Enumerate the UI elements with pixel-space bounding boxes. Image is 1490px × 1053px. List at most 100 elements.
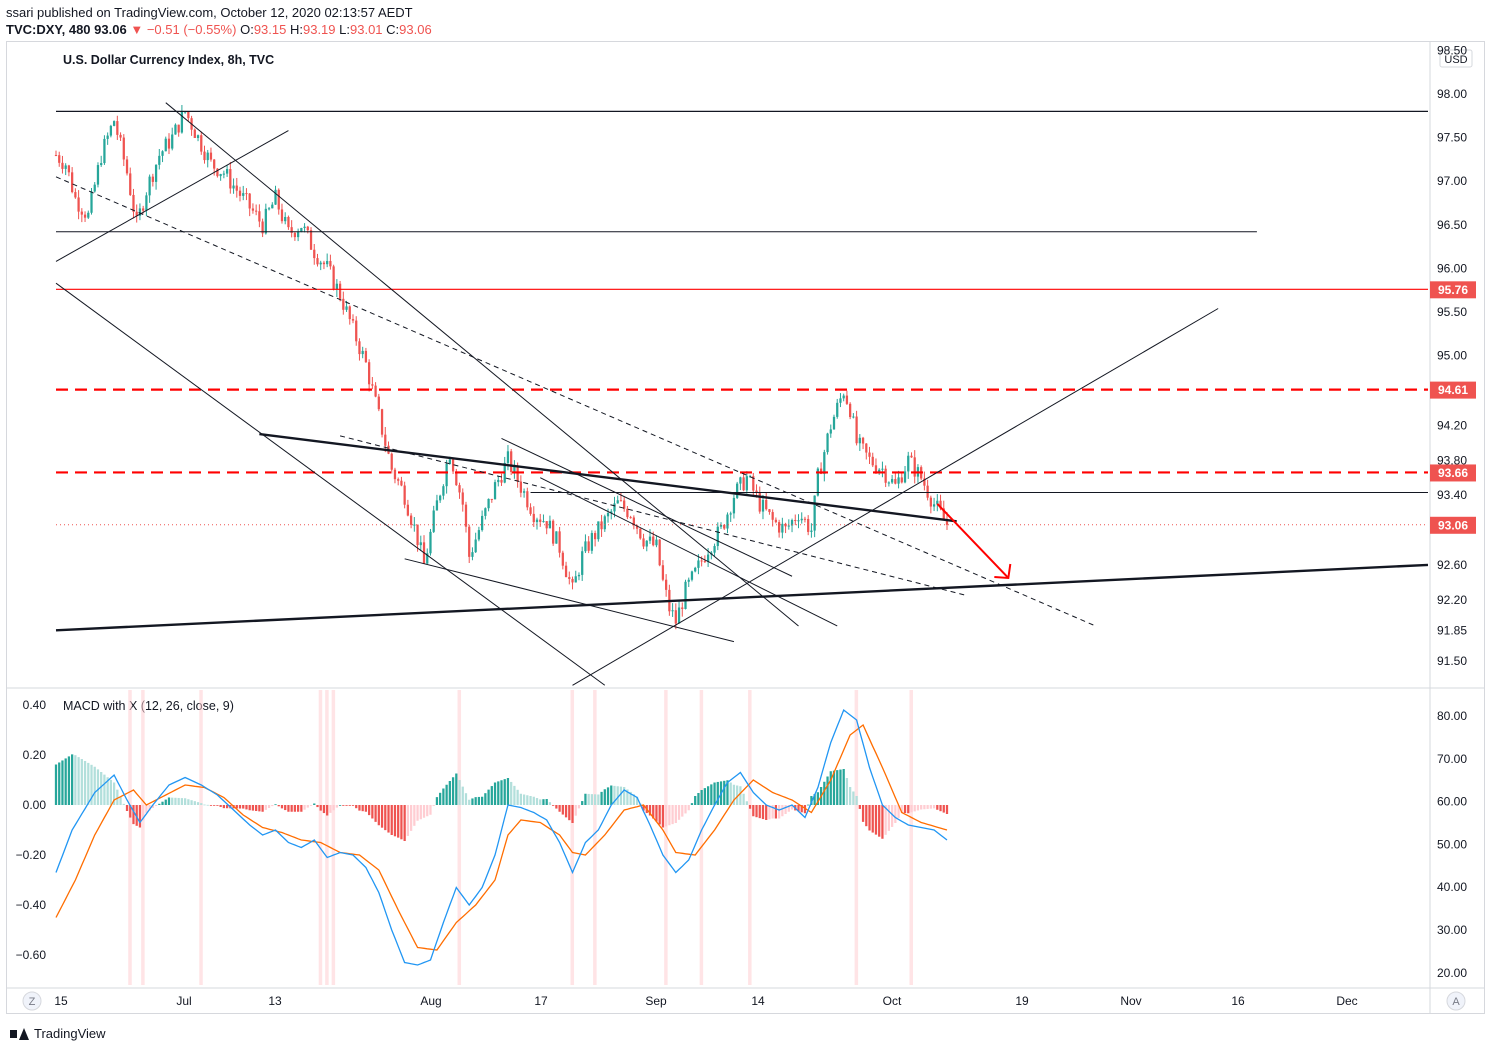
candle [703, 555, 707, 564]
histogram-bar [887, 805, 891, 831]
histogram-bar [581, 801, 584, 805]
histogram-bar [177, 797, 180, 805]
histogram-bar [510, 781, 513, 805]
candle [216, 168, 219, 178]
candle [794, 514, 797, 526]
candle [426, 548, 429, 565]
candle [180, 104, 184, 134]
candle-body [106, 135, 109, 139]
candle [894, 471, 897, 485]
candle-body [235, 185, 238, 191]
candle-body [161, 151, 164, 156]
candle-body [900, 477, 903, 483]
candle-body [313, 249, 316, 259]
histogram-bar [716, 781, 719, 805]
histogram-bar [758, 805, 761, 819]
candle-body [355, 320, 358, 342]
candle [490, 498, 493, 503]
time-tick-label: 13 [268, 994, 282, 1008]
high-value: 93.19 [302, 22, 336, 37]
price-flag-box [1430, 381, 1476, 399]
candle-body [248, 193, 251, 209]
histogram-bar [606, 787, 610, 805]
histogram-bar [790, 805, 794, 810]
candle-body [303, 226, 306, 229]
price-flag-label: 94.61 [1438, 383, 1468, 397]
footer-brand-label: TradingView [34, 1026, 106, 1041]
candle [500, 473, 503, 486]
dashed-trendline [55, 176, 1096, 627]
candle-body [623, 500, 626, 509]
candle [871, 452, 874, 468]
candle-body [774, 519, 778, 523]
candle-body [555, 531, 558, 544]
histogram-bar [200, 803, 203, 805]
footer-brand[interactable]: TradingView [10, 1026, 106, 1041]
candle-body [477, 530, 481, 540]
candle [316, 253, 319, 267]
zoom-reset-icon[interactable]: Z [22, 991, 42, 1011]
candle [332, 264, 335, 291]
candle [264, 203, 267, 235]
candle-body [723, 524, 726, 529]
candle-body [600, 521, 603, 530]
histogram-bar [209, 805, 213, 806]
histogram-bar [845, 778, 849, 805]
candle-body [187, 111, 190, 119]
price-tick-label: 96.50 [1437, 218, 1467, 232]
candle-body [564, 565, 568, 578]
candle [54, 150, 58, 157]
candle-body [858, 437, 861, 444]
candle [761, 494, 765, 520]
candle [235, 177, 238, 198]
time-tick-label: Aug [420, 994, 441, 1008]
candle-body [765, 499, 768, 510]
candle [380, 408, 384, 438]
auto-scale-icon[interactable]: A [1446, 991, 1466, 1011]
candle [665, 574, 668, 597]
candle-body [803, 518, 807, 520]
price-tick-label: 97.00 [1437, 174, 1467, 188]
symbol-label: TVC:DXY, 480 [6, 22, 91, 37]
candle [626, 505, 629, 520]
histogram-bar [100, 772, 103, 805]
histogram-bar [500, 780, 503, 805]
histogram-bar [409, 805, 413, 831]
candle-body [907, 455, 910, 472]
candle [161, 150, 164, 163]
histogram-bar [852, 791, 855, 805]
candle-body [519, 481, 522, 493]
candle [836, 398, 839, 419]
histogram-bar [635, 796, 639, 805]
candle-body [96, 165, 100, 185]
histogram-bar [668, 805, 671, 826]
histogram-bar [690, 803, 694, 805]
chart-frame [6, 41, 1485, 1014]
candle [355, 316, 358, 346]
histogram-bar [332, 805, 335, 811]
histogram-bar [577, 805, 581, 809]
candle-body [58, 155, 61, 163]
histogram-bar [674, 805, 677, 823]
histogram-bar [736, 785, 739, 805]
histogram-bar [894, 805, 897, 823]
candle-body [83, 214, 87, 218]
histogram-bar [552, 805, 555, 806]
candle [100, 155, 103, 167]
candle [348, 305, 351, 325]
histogram-bar [154, 805, 158, 806]
candle [480, 510, 484, 532]
histogram-bar [632, 794, 635, 805]
histogram-bar [564, 805, 568, 818]
candle [196, 134, 200, 142]
candle [897, 470, 900, 489]
candle-body [439, 495, 442, 501]
macd-right-tick-label: 30.00 [1437, 923, 1467, 937]
price-tick-label: 95.00 [1437, 349, 1467, 363]
candle [409, 513, 413, 529]
candle [335, 279, 338, 297]
candle [745, 471, 748, 494]
candle [116, 115, 119, 140]
candle-body [677, 607, 681, 624]
